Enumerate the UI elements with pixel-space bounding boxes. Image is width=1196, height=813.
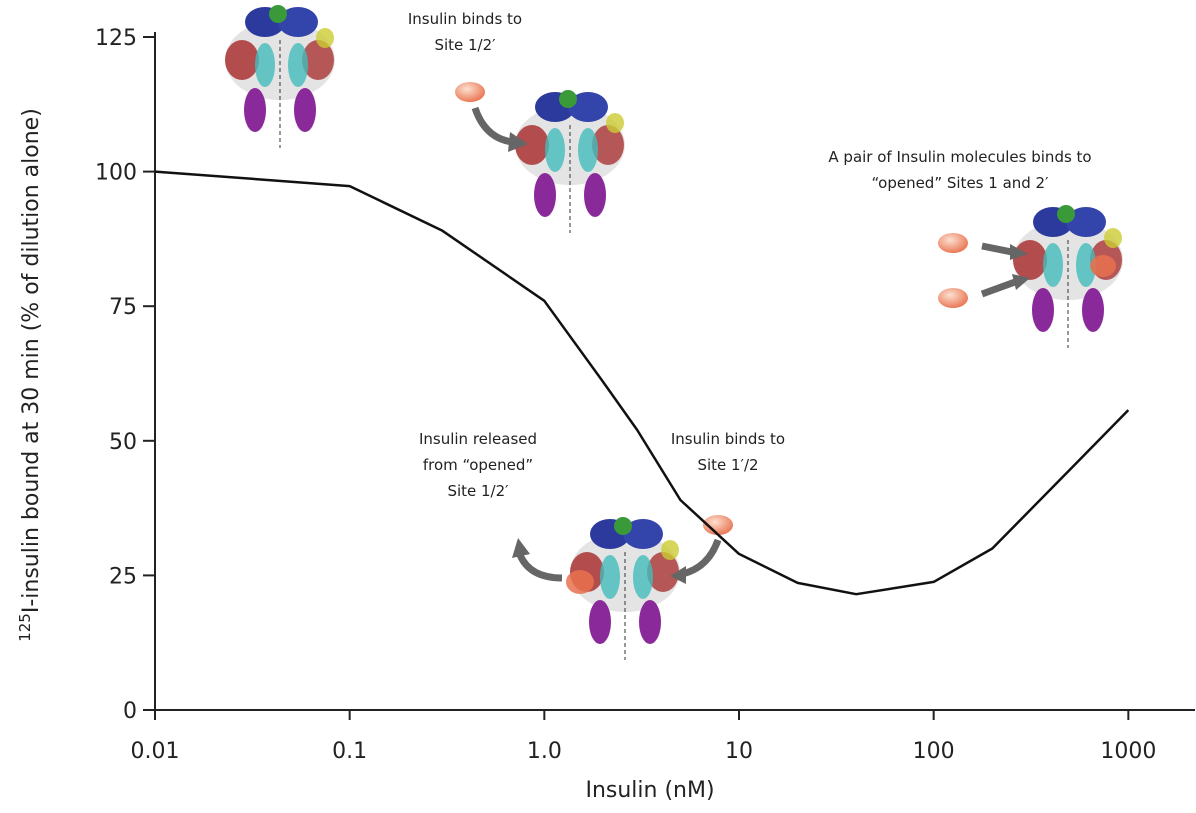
x-tick-label: 10 — [725, 739, 753, 764]
annotation: Site 1′/2 — [697, 456, 758, 474]
y-axis-label-main: I-insulin bound at 30 min (% of dilution… — [19, 108, 44, 613]
annotation: from “opened” — [423, 456, 533, 474]
annotation: Site 1/2′ — [447, 482, 509, 500]
x-tick-label: 1000 — [1100, 739, 1156, 764]
annotation: “opened” Sites 1 and 2′ — [871, 174, 1049, 192]
data-line — [154, 170, 1130, 596]
x-tick-label: 100 — [913, 739, 955, 764]
y-axis-label-superscript: 125 — [16, 613, 34, 642]
x-tick-label: 0.1 — [332, 739, 367, 764]
y-tick-label: 25 — [109, 564, 137, 589]
x-axis-label: Insulin (nM) — [585, 778, 714, 803]
y-tick-label: 50 — [109, 430, 137, 455]
annotation: Insulin binds to — [408, 10, 522, 28]
annotation: Insulin binds to — [671, 430, 785, 448]
x-tick-label: 0.01 — [131, 739, 180, 764]
annotation: Site 1/2′ — [434, 36, 496, 54]
y-tick-label: 75 — [109, 295, 137, 320]
annotation: A pair of Insulin molecules binds to — [828, 148, 1091, 166]
y-tick-label: 125 — [95, 26, 137, 51]
y-tick-label: 0 — [123, 699, 137, 724]
annotation: Insulin released — [419, 430, 537, 448]
x-tick-label: 1.0 — [527, 739, 562, 764]
illustrations — [224, 4, 1124, 661]
y-tick-label: 100 — [95, 161, 137, 186]
y-axis-label: 125I-insulin bound at 30 min (% of dilut… — [16, 108, 44, 642]
